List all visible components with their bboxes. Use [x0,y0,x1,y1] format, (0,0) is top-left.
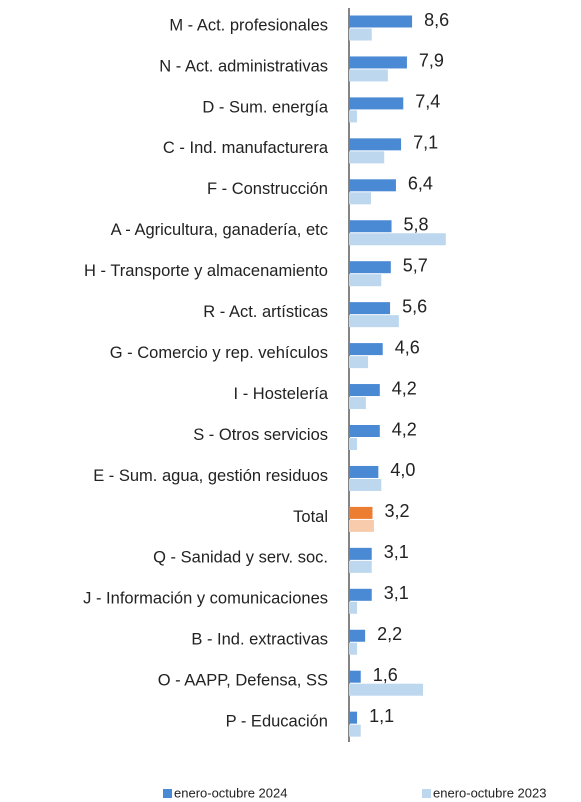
category-label: G - Comercio y rep. vehículos [110,344,328,362]
value-label: 8,6 [424,10,449,30]
bar [349,138,402,151]
bar [349,465,379,478]
bar [349,356,369,369]
value-label: 7,9 [419,51,444,71]
legend-swatch [163,789,172,798]
bar [349,560,372,573]
value-label: 6,4 [408,174,433,194]
value-label: 7,4 [415,92,440,112]
bar [349,97,404,110]
value-label: 5,7 [403,255,428,275]
category-label: O - AAPP, Defensa, SS [158,672,328,690]
category-label: N - Act. administrativas [159,57,328,75]
bar [349,642,358,655]
bar [349,601,358,614]
bar [349,588,372,601]
value-label: 3,1 [384,542,409,562]
category-label: J - Información y comunicaciones [83,590,328,608]
bar [349,397,366,410]
value-label: 5,8 [404,215,429,235]
bar [349,274,382,287]
bar [349,438,358,450]
category-label: P - Educación [226,713,328,731]
bar [349,384,380,397]
category-label: H - Transporte y almacenamiento [84,262,328,280]
bar [349,425,380,437]
bar [349,315,399,328]
bar [349,670,361,683]
bar [349,343,383,356]
bar [349,683,424,696]
category-label: A - Agricultura, ganadería, etc [111,221,328,239]
value-label: 5,6 [402,296,427,316]
bar [349,220,392,233]
value-label: 7,1 [413,133,438,153]
bar [349,179,396,192]
bar [349,711,358,724]
bar [349,28,372,41]
bar [349,629,366,642]
bar [349,233,446,246]
bar [349,261,391,274]
value-label: 4,2 [392,419,417,439]
legend-label: enero-octubre 2023 [433,785,546,800]
value-label: 1,6 [373,665,398,685]
bar [349,478,382,491]
category-label: S - Otros servicios [193,426,328,444]
value-label: 3,1 [384,583,409,603]
bar [349,56,407,69]
bar [349,302,391,315]
bar [349,69,388,82]
category-label: Q - Sanidad y serv. soc. [153,549,328,567]
legend-swatch [422,789,431,798]
bar [349,724,361,737]
category-label: B - Ind. extractivas [191,631,328,649]
category-label: I - Hostelería [234,385,329,403]
value-label: 1,1 [369,706,394,726]
bar [349,547,372,560]
bar [349,15,413,28]
category-label: E - Sum. agua, gestión residuos [93,467,328,485]
value-label: 4,0 [390,460,415,480]
category-label: F - Construcción [207,180,328,198]
category-label: D - Sum. energía [202,98,328,116]
category-label: Total [293,508,328,526]
category-label: C - Ind. manufacturera [163,139,329,157]
bar [349,151,385,164]
value-label: 4,6 [395,337,420,357]
legend-label: enero-octubre 2024 [174,785,287,800]
value-label: 4,2 [392,378,417,398]
bar [349,519,374,532]
category-label: R - Act. artísticas [203,303,328,321]
value-label: 3,2 [384,501,409,521]
bar [349,110,358,123]
category-label: M - Act. profesionales [169,16,328,34]
value-label: 2,2 [377,624,402,644]
bar [349,192,371,205]
bar [349,506,373,519]
